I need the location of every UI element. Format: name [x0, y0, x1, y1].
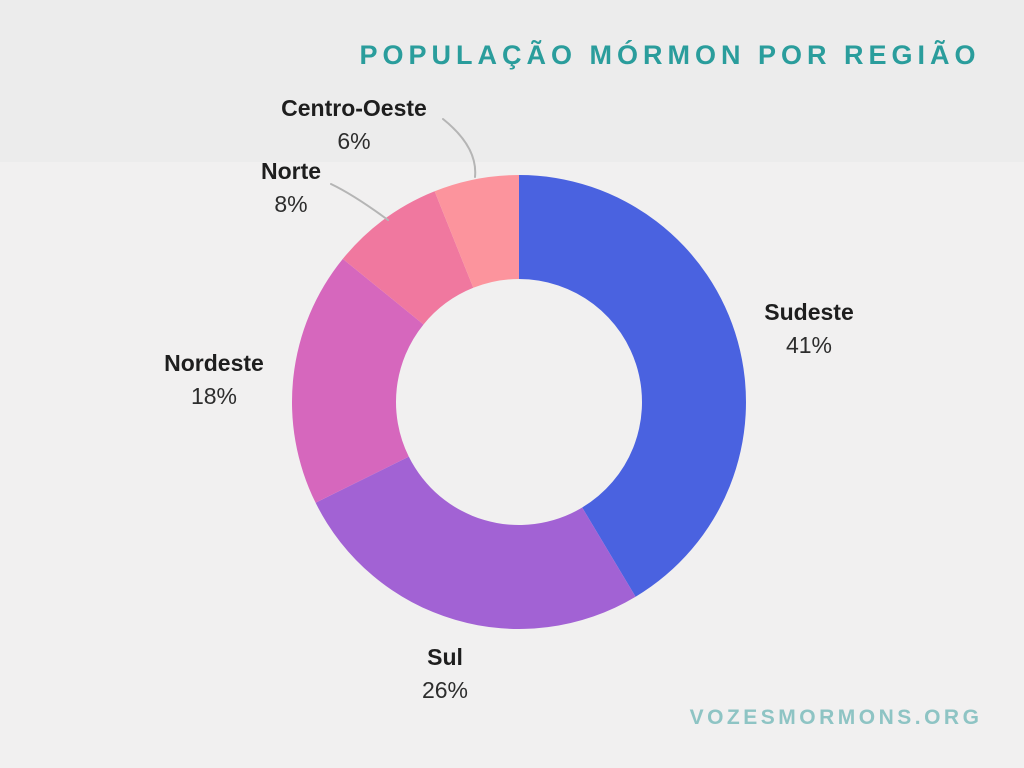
slice-label-sul-pct: 26%: [421, 677, 469, 703]
donut-slice-sul: [315, 456, 636, 629]
background-top-band: [0, 0, 1024, 162]
slice-label-centro-oeste-name: Centro-Oeste: [281, 95, 427, 121]
donut-slice-centro-oeste: [434, 175, 519, 288]
donut-slice-sudeste: [519, 175, 746, 597]
slice-label-centro-oeste: Centro-Oeste 6%: [281, 92, 427, 158]
donut-slice-norte: [342, 191, 474, 325]
slice-label-sudeste-name: Sudeste: [764, 299, 854, 325]
slice-label-norte-pct: 8%: [274, 191, 308, 217]
leader-line-centro-oeste: [442, 118, 477, 178]
footer-credit: VOZESMORMONS.ORG: [689, 706, 983, 729]
donut-slices: [291, 175, 746, 629]
slice-label-norte-name: Norte: [260, 158, 322, 184]
leader-line-norte: [330, 183, 389, 221]
slice-label-sul-name: Sul: [427, 644, 463, 670]
chart-title: POPULAÇÃO MÓRMON POR REGIÃO: [359, 40, 981, 70]
slice-label-nordeste-name: Nordeste: [164, 350, 264, 376]
slice-label-centro-oeste-pct: 6%: [337, 128, 371, 154]
slice-label-sudeste: Sudeste 41%: [764, 296, 853, 362]
slice-label-sudeste-pct: 41%: [785, 332, 833, 358]
slice-label-nordeste: Nordeste 18%: [164, 347, 264, 413]
slice-label-sul: Sul 26%: [422, 641, 468, 707]
slice-label-nordeste-pct: 18%: [190, 383, 238, 409]
donut-slice-nordeste: [291, 258, 424, 503]
slice-label-norte: Norte 8%: [261, 155, 321, 221]
